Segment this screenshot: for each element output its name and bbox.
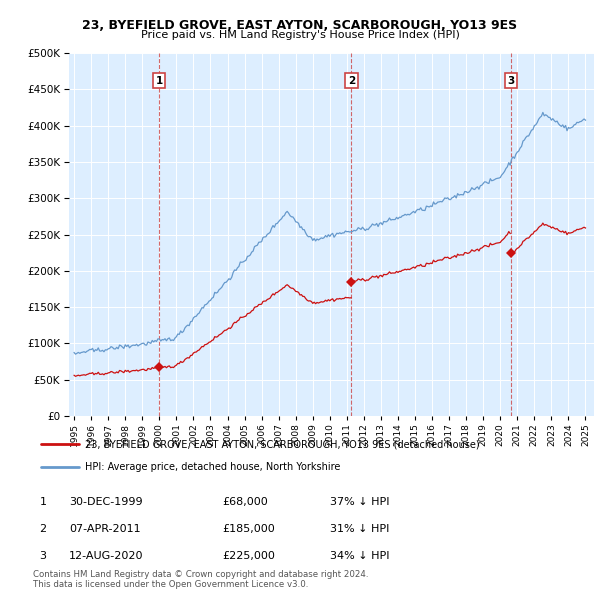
Text: 23, BYEFIELD GROVE, EAST AYTON, SCARBOROUGH, YO13 9ES (detached house): 23, BYEFIELD GROVE, EAST AYTON, SCARBORO…	[85, 439, 479, 449]
Text: 12-AUG-2020: 12-AUG-2020	[69, 551, 143, 561]
Text: 3: 3	[507, 76, 514, 86]
Text: 30-DEC-1999: 30-DEC-1999	[69, 497, 143, 507]
Text: 2: 2	[348, 76, 355, 86]
Text: 31% ↓ HPI: 31% ↓ HPI	[330, 524, 389, 534]
Text: Contains HM Land Registry data © Crown copyright and database right 2024.
This d: Contains HM Land Registry data © Crown c…	[33, 570, 368, 589]
Text: 3: 3	[40, 551, 46, 561]
Text: 2: 2	[40, 524, 46, 534]
Text: Price paid vs. HM Land Registry's House Price Index (HPI): Price paid vs. HM Land Registry's House …	[140, 30, 460, 40]
Text: 23, BYEFIELD GROVE, EAST AYTON, SCARBOROUGH, YO13 9ES: 23, BYEFIELD GROVE, EAST AYTON, SCARBORO…	[82, 19, 518, 32]
Text: £68,000: £68,000	[222, 497, 268, 507]
Text: 1: 1	[155, 76, 163, 86]
Text: 07-APR-2011: 07-APR-2011	[69, 524, 140, 534]
Text: HPI: Average price, detached house, North Yorkshire: HPI: Average price, detached house, Nort…	[85, 463, 340, 473]
Text: 1: 1	[40, 497, 46, 507]
Text: 37% ↓ HPI: 37% ↓ HPI	[330, 497, 389, 507]
Text: £185,000: £185,000	[222, 524, 275, 534]
Text: 34% ↓ HPI: 34% ↓ HPI	[330, 551, 389, 561]
Text: £225,000: £225,000	[222, 551, 275, 561]
